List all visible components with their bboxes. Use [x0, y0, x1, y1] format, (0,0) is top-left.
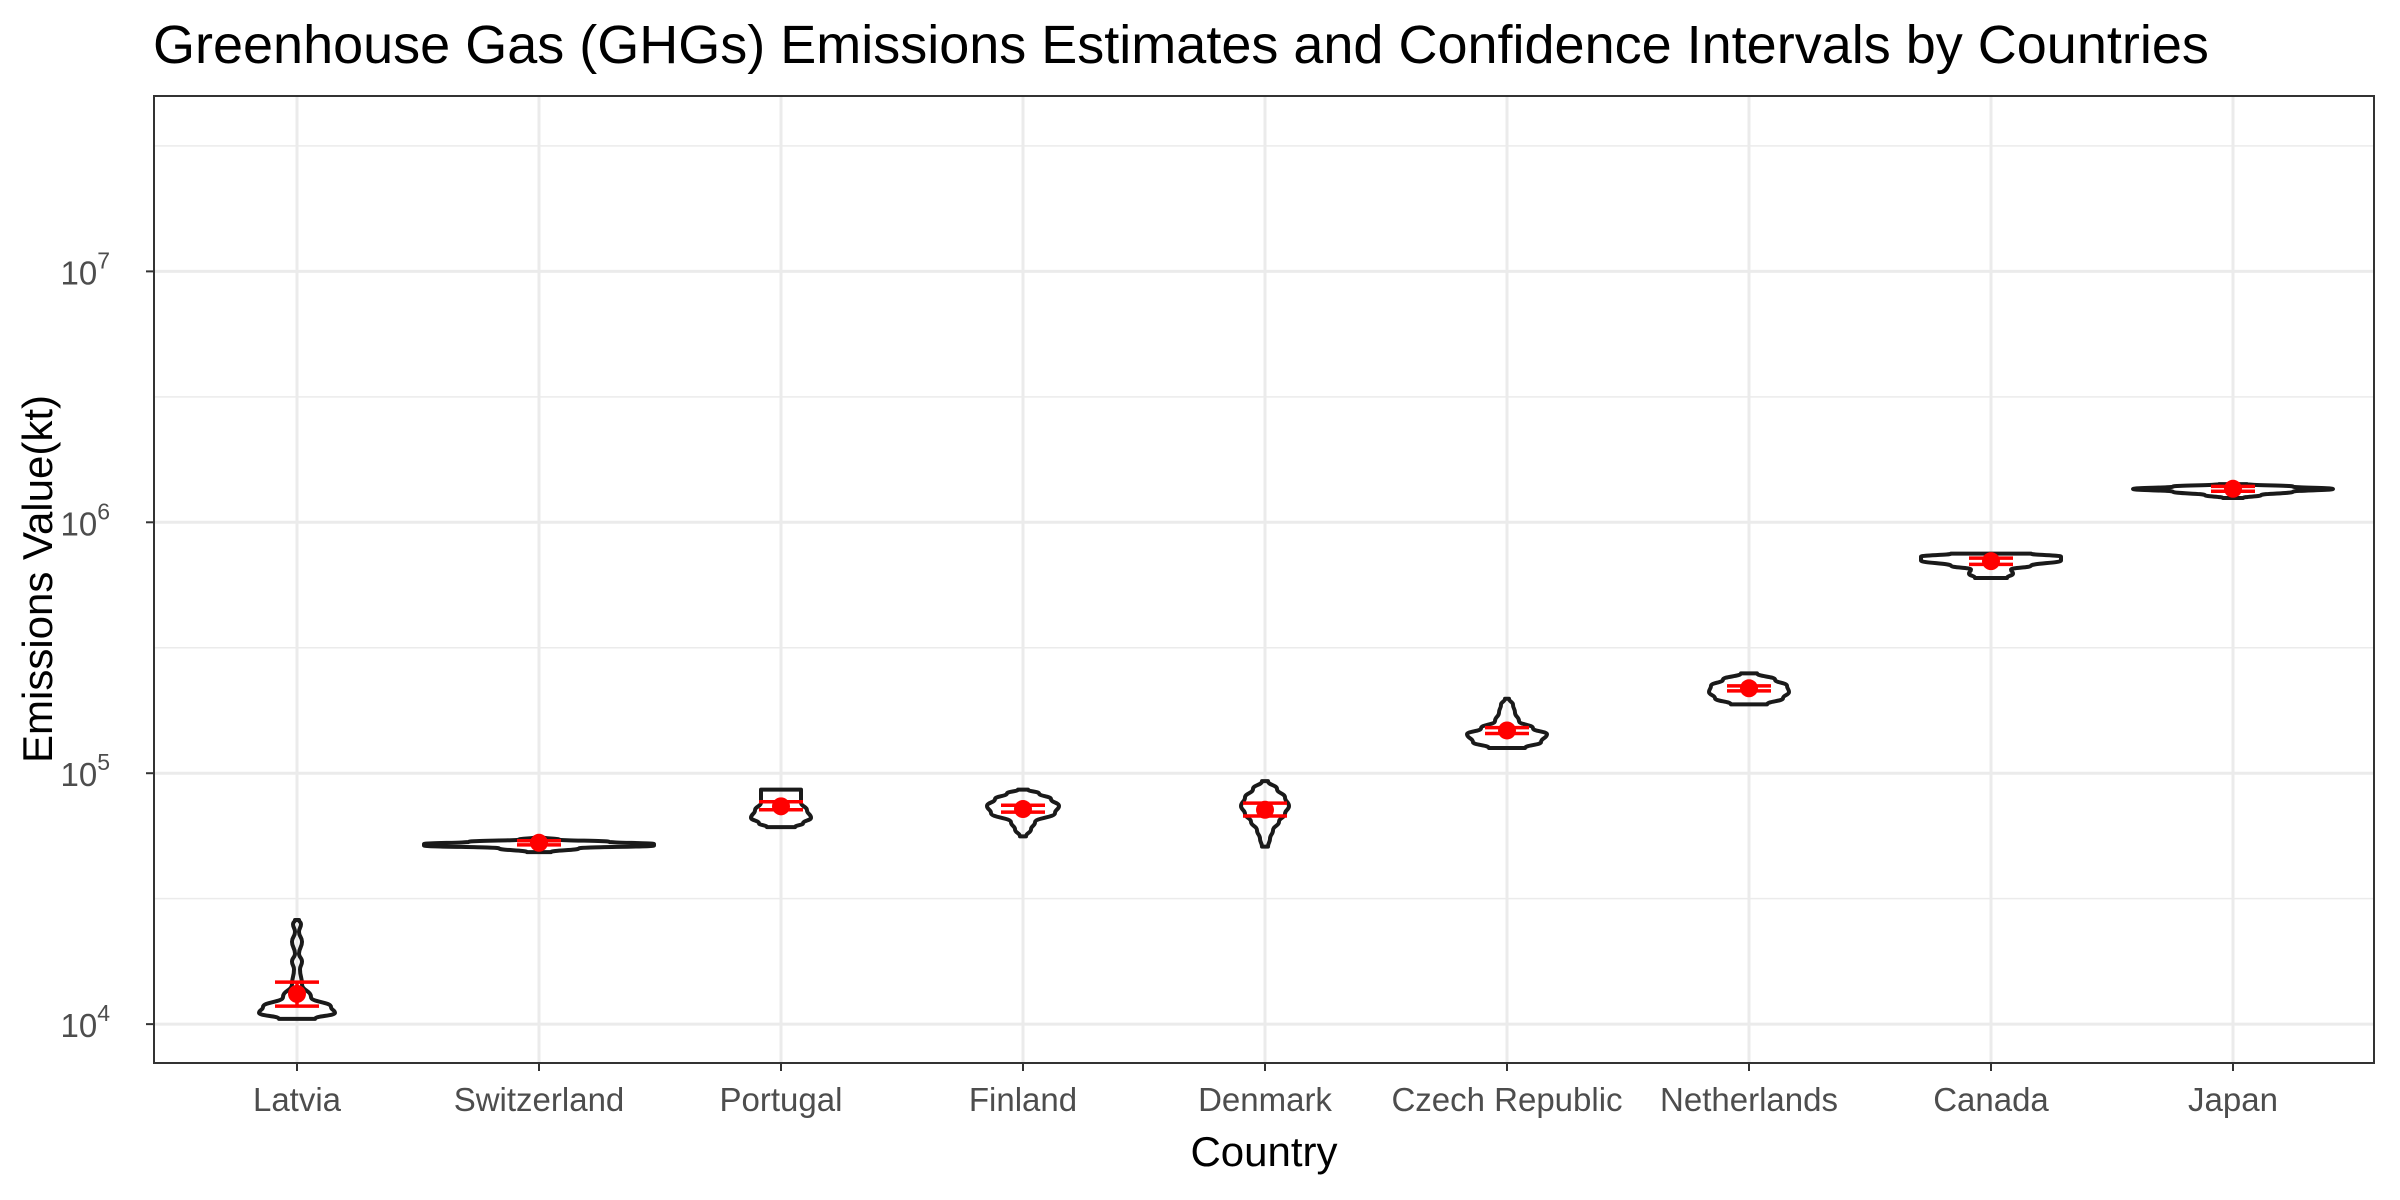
- y-tick-label: 105: [60, 749, 110, 793]
- estimate-points: [288, 479, 2242, 1003]
- estimate-point: [288, 984, 306, 1003]
- y-tick-label: 104: [60, 1000, 110, 1044]
- violin-latvia: [257, 918, 337, 1021]
- violin-czech-republic: [1465, 696, 1549, 751]
- x-tick-label: Czech Republic: [1391, 1081, 1622, 1118]
- violin-portugal: [749, 787, 813, 830]
- violins: [257, 482, 2335, 1021]
- estimate-point: [1256, 800, 1274, 819]
- estimate-point: [530, 833, 548, 852]
- y-tick-label: 106: [60, 498, 110, 542]
- estimate-point: [1014, 800, 1032, 819]
- violin-denmark: [1239, 779, 1291, 849]
- estimate-point: [2224, 479, 2242, 498]
- estimate-point: [772, 797, 790, 816]
- y-tick-label: 107: [60, 247, 110, 291]
- x-tick-label: Latvia: [253, 1081, 342, 1118]
- y-axis-ticks: 104 105 106 107: [60, 247, 154, 1044]
- estimate-point: [1740, 679, 1758, 698]
- violin-finland: [985, 787, 1061, 839]
- x-tick-label: Denmark: [1198, 1081, 1332, 1118]
- x-tick-label: Switzerland: [454, 1081, 625, 1118]
- grid-lines: [154, 96, 2374, 1063]
- x-tick-label: Japan: [2188, 1081, 2278, 1118]
- x-tick-label: Netherlands: [1660, 1081, 1838, 1118]
- estimate-point: [1498, 721, 1516, 740]
- x-tick-label: Finland: [969, 1081, 1077, 1118]
- x-axis-ticks: Latvia Switzerland Portugal Finland Denmark C…: [253, 1063, 2278, 1118]
- x-tick-label: Portugal: [720, 1081, 843, 1118]
- y-axis-title: Emissions Value(kt): [14, 395, 61, 763]
- x-tick-label: Canada: [1933, 1081, 2049, 1118]
- estimate-point: [1982, 552, 2000, 571]
- chart-title: Greenhouse Gas (GHGs) Emissions Estimate…: [153, 15, 2209, 75]
- violin-netherlands: [1707, 671, 1791, 707]
- x-axis-title: Country: [1190, 1128, 1337, 1175]
